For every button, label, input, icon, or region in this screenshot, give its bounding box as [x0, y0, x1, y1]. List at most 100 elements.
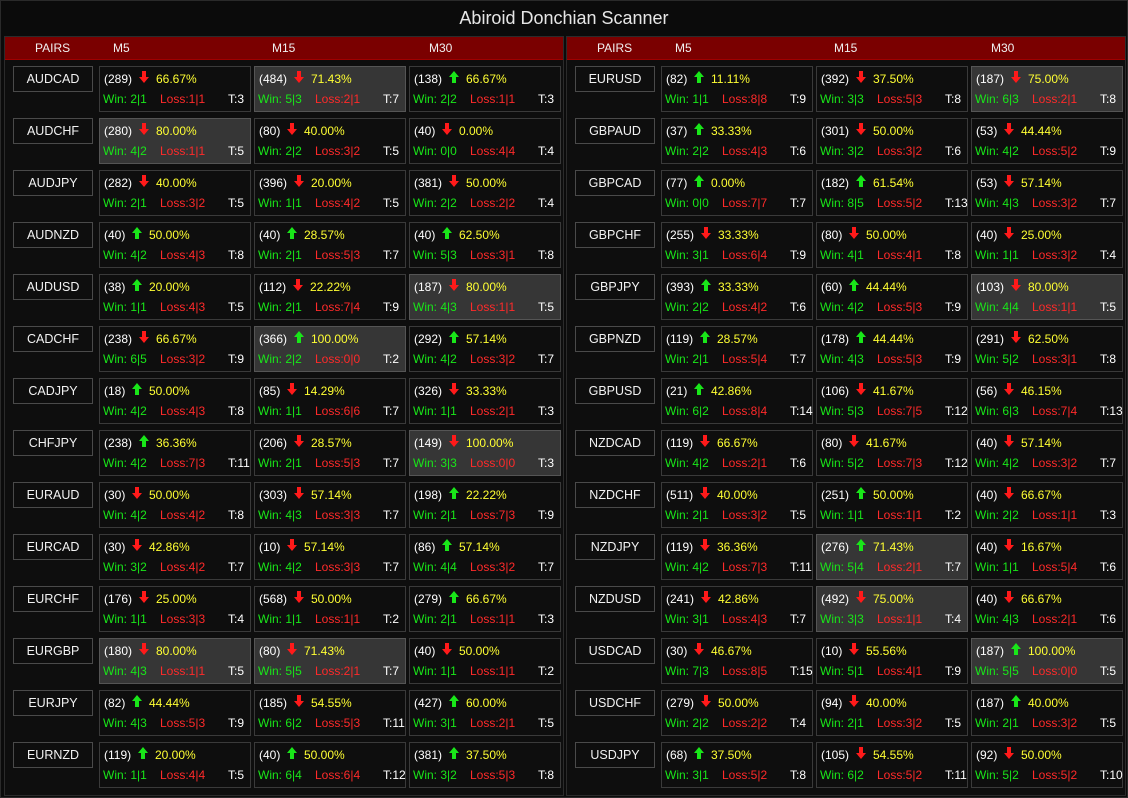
pair-button[interactable]: GBPCAD: [575, 170, 655, 196]
pair-button[interactable]: AUDNZD: [13, 222, 93, 248]
pair-button[interactable]: USDJPY: [575, 742, 655, 768]
timeframe-cell-m5[interactable]: (176) 25.00% Win: 1|1 Loss:3|3 T:4: [99, 586, 251, 632]
pair-button[interactable]: USDCAD: [575, 638, 655, 664]
pair-button[interactable]: CADJPY: [13, 378, 93, 404]
pair-button[interactable]: GBPNZD: [575, 326, 655, 352]
timeframe-cell-m5[interactable]: (238) 36.36% Win: 4|2 Loss:7|3 T:11: [99, 430, 251, 476]
timeframe-cell-m30[interactable]: (40) 57.14% Win: 4|2 Loss:3|2 T:7: [971, 430, 1123, 476]
timeframe-cell-m5[interactable]: (119) 20.00% Win: 1|1 Loss:4|4 T:5: [99, 742, 251, 788]
timeframe-cell-m5[interactable]: (30) 50.00% Win: 4|2 Loss:4|2 T:8: [99, 482, 251, 528]
pair-button[interactable]: EURNZD: [13, 742, 93, 768]
timeframe-cell-m30[interactable]: (103) 80.00% Win: 4|4 Loss:1|1 T:5: [971, 274, 1123, 320]
pair-button[interactable]: AUDCHF: [13, 118, 93, 144]
timeframe-cell-m30[interactable]: (92) 50.00% Win: 5|2 Loss:5|2 T:10: [971, 742, 1123, 788]
timeframe-cell-m15[interactable]: (301) 50.00% Win: 3|2 Loss:3|2 T:6: [816, 118, 968, 164]
timeframe-cell-m15[interactable]: (206) 28.57% Win: 2|1 Loss:5|3 T:7: [254, 430, 406, 476]
pair-button[interactable]: EURUSD: [575, 66, 655, 92]
timeframe-cell-m5[interactable]: (280) 80.00% Win: 4|2 Loss:1|1 T:5: [99, 118, 251, 164]
timeframe-cell-m30[interactable]: (187) 100.00% Win: 5|5 Loss:0|0 T:5: [971, 638, 1123, 684]
timeframe-cell-m30[interactable]: (56) 46.15% Win: 6|3 Loss:7|4 T:13: [971, 378, 1123, 424]
timeframe-cell-m30[interactable]: (149) 100.00% Win: 3|3 Loss:0|0 T:3: [409, 430, 561, 476]
timeframe-cell-m15[interactable]: (185) 54.55% Win: 6|2 Loss:5|3 T:11: [254, 690, 406, 736]
timeframe-cell-m15[interactable]: (60) 44.44% Win: 4|2 Loss:5|3 T:9: [816, 274, 968, 320]
timeframe-cell-m15[interactable]: (94) 40.00% Win: 2|1 Loss:3|2 T:5: [816, 690, 968, 736]
timeframe-cell-m30[interactable]: (53) 57.14% Win: 4|3 Loss:3|2 T:7: [971, 170, 1123, 216]
timeframe-cell-m15[interactable]: (105) 54.55% Win: 6|2 Loss:5|2 T:11: [816, 742, 968, 788]
pair-button[interactable]: AUDUSD: [13, 274, 93, 300]
timeframe-cell-m5[interactable]: (77) 0.00% Win: 0|0 Loss:7|7 T:7: [661, 170, 813, 216]
timeframe-cell-m30[interactable]: (40) 66.67% Win: 2|2 Loss:1|1 T:3: [971, 482, 1123, 528]
pair-button[interactable]: EURGBP: [13, 638, 93, 664]
pair-button[interactable]: NZDUSD: [575, 586, 655, 612]
pair-button[interactable]: CADCHF: [13, 326, 93, 352]
timeframe-cell-m30[interactable]: (53) 44.44% Win: 4|2 Loss:5|2 T:9: [971, 118, 1123, 164]
timeframe-cell-m30[interactable]: (187) 40.00% Win: 2|1 Loss:3|2 T:5: [971, 690, 1123, 736]
timeframe-cell-m30[interactable]: (291) 62.50% Win: 5|2 Loss:3|1 T:8: [971, 326, 1123, 372]
pair-button[interactable]: NZDCHF: [575, 482, 655, 508]
timeframe-cell-m30[interactable]: (187) 75.00% Win: 6|3 Loss:2|1 T:8: [971, 66, 1123, 112]
timeframe-cell-m30[interactable]: (427) 60.00% Win: 3|1 Loss:2|1 T:5: [409, 690, 561, 736]
timeframe-cell-m5[interactable]: (40) 50.00% Win: 4|2 Loss:4|3 T:8: [99, 222, 251, 268]
timeframe-cell-m5[interactable]: (241) 42.86% Win: 3|1 Loss:4|3 T:7: [661, 586, 813, 632]
timeframe-cell-m15[interactable]: (366) 100.00% Win: 2|2 Loss:0|0 T:2: [254, 326, 406, 372]
timeframe-cell-m15[interactable]: (484) 71.43% Win: 5|3 Loss:2|1 T:7: [254, 66, 406, 112]
timeframe-cell-m30[interactable]: (198) 22.22% Win: 2|1 Loss:7|3 T:9: [409, 482, 561, 528]
timeframe-cell-m15[interactable]: (276) 71.43% Win: 5|4 Loss:2|1 T:7: [816, 534, 968, 580]
timeframe-cell-m30[interactable]: (40) 62.50% Win: 5|3 Loss:3|1 T:8: [409, 222, 561, 268]
pair-button[interactable]: AUDJPY: [13, 170, 93, 196]
timeframe-cell-m30[interactable]: (40) 66.67% Win: 4|3 Loss:2|1 T:6: [971, 586, 1123, 632]
timeframe-cell-m5[interactable]: (30) 42.86% Win: 3|2 Loss:4|2 T:7: [99, 534, 251, 580]
timeframe-cell-m5[interactable]: (119) 36.36% Win: 4|2 Loss:7|3 T:11: [661, 534, 813, 580]
timeframe-cell-m15[interactable]: (492) 75.00% Win: 3|3 Loss:1|1 T:4: [816, 586, 968, 632]
timeframe-cell-m5[interactable]: (119) 28.57% Win: 2|1 Loss:5|4 T:7: [661, 326, 813, 372]
timeframe-cell-m5[interactable]: (119) 66.67% Win: 4|2 Loss:2|1 T:6: [661, 430, 813, 476]
pair-button[interactable]: GBPJPY: [575, 274, 655, 300]
timeframe-cell-m15[interactable]: (80) 71.43% Win: 5|5 Loss:2|1 T:7: [254, 638, 406, 684]
pair-button[interactable]: EURJPY: [13, 690, 93, 716]
timeframe-cell-m5[interactable]: (82) 44.44% Win: 4|3 Loss:5|3 T:9: [99, 690, 251, 736]
timeframe-cell-m5[interactable]: (180) 80.00% Win: 4|3 Loss:1|1 T:5: [99, 638, 251, 684]
timeframe-cell-m15[interactable]: (85) 14.29% Win: 1|1 Loss:6|6 T:7: [254, 378, 406, 424]
timeframe-cell-m5[interactable]: (282) 40.00% Win: 2|1 Loss:3|2 T:5: [99, 170, 251, 216]
pair-button[interactable]: AUDCAD: [13, 66, 93, 92]
pair-button[interactable]: NZDCAD: [575, 430, 655, 456]
pair-button[interactable]: CHFJPY: [13, 430, 93, 456]
timeframe-cell-m15[interactable]: (251) 50.00% Win: 1|1 Loss:1|1 T:2: [816, 482, 968, 528]
pair-button[interactable]: EURCAD: [13, 534, 93, 560]
timeframe-cell-m15[interactable]: (80) 41.67% Win: 5|2 Loss:7|3 T:12: [816, 430, 968, 476]
pair-button[interactable]: EURCHF: [13, 586, 93, 612]
timeframe-cell-m15[interactable]: (80) 50.00% Win: 4|1 Loss:4|1 T:8: [816, 222, 968, 268]
timeframe-cell-m5[interactable]: (68) 37.50% Win: 3|1 Loss:5|2 T:8: [661, 742, 813, 788]
timeframe-cell-m5[interactable]: (238) 66.67% Win: 6|5 Loss:3|2 T:9: [99, 326, 251, 372]
timeframe-cell-m15[interactable]: (80) 40.00% Win: 2|2 Loss:3|2 T:5: [254, 118, 406, 164]
timeframe-cell-m5[interactable]: (289) 66.67% Win: 2|1 Loss:1|1 T:3: [99, 66, 251, 112]
timeframe-cell-m5[interactable]: (21) 42.86% Win: 6|2 Loss:8|4 T:14: [661, 378, 813, 424]
timeframe-cell-m15[interactable]: (10) 57.14% Win: 4|2 Loss:3|3 T:7: [254, 534, 406, 580]
pair-button[interactable]: GBPUSD: [575, 378, 655, 404]
timeframe-cell-m30[interactable]: (326) 33.33% Win: 1|1 Loss:2|1 T:3: [409, 378, 561, 424]
timeframe-cell-m15[interactable]: (392) 37.50% Win: 3|3 Loss:5|3 T:8: [816, 66, 968, 112]
timeframe-cell-m15[interactable]: (40) 28.57% Win: 2|1 Loss:5|3 T:7: [254, 222, 406, 268]
timeframe-cell-m30[interactable]: (40) 25.00% Win: 1|1 Loss:3|2 T:4: [971, 222, 1123, 268]
timeframe-cell-m30[interactable]: (86) 57.14% Win: 4|4 Loss:3|2 T:7: [409, 534, 561, 580]
timeframe-cell-m15[interactable]: (303) 57.14% Win: 4|3 Loss:3|3 T:7: [254, 482, 406, 528]
timeframe-cell-m5[interactable]: (82) 11.11% Win: 1|1 Loss:8|8 T:9: [661, 66, 813, 112]
timeframe-cell-m15[interactable]: (178) 44.44% Win: 4|3 Loss:5|3 T:9: [816, 326, 968, 372]
timeframe-cell-m5[interactable]: (37) 33.33% Win: 2|2 Loss:4|3 T:6: [661, 118, 813, 164]
timeframe-cell-m15[interactable]: (396) 20.00% Win: 1|1 Loss:4|2 T:5: [254, 170, 406, 216]
timeframe-cell-m30[interactable]: (381) 37.50% Win: 3|2 Loss:5|3 T:8: [409, 742, 561, 788]
timeframe-cell-m30[interactable]: (279) 66.67% Win: 2|1 Loss:1|1 T:3: [409, 586, 561, 632]
timeframe-cell-m5[interactable]: (279) 50.00% Win: 2|2 Loss:2|2 T:4: [661, 690, 813, 736]
pair-button[interactable]: EURAUD: [13, 482, 93, 508]
timeframe-cell-m15[interactable]: (40) 50.00% Win: 6|4 Loss:6|4 T:12: [254, 742, 406, 788]
timeframe-cell-m30[interactable]: (138) 66.67% Win: 2|2 Loss:1|1 T:3: [409, 66, 561, 112]
pair-button[interactable]: NZDJPY: [575, 534, 655, 560]
timeframe-cell-m15[interactable]: (182) 61.54% Win: 8|5 Loss:5|2 T:13: [816, 170, 968, 216]
timeframe-cell-m30[interactable]: (40) 50.00% Win: 1|1 Loss:1|1 T:2: [409, 638, 561, 684]
pair-button[interactable]: GBPAUD: [575, 118, 655, 144]
timeframe-cell-m30[interactable]: (40) 0.00% Win: 0|0 Loss:4|4 T:4: [409, 118, 561, 164]
timeframe-cell-m5[interactable]: (255) 33.33% Win: 3|1 Loss:6|4 T:9: [661, 222, 813, 268]
timeframe-cell-m15[interactable]: (106) 41.67% Win: 5|3 Loss:7|5 T:12: [816, 378, 968, 424]
timeframe-cell-m15[interactable]: (112) 22.22% Win: 2|1 Loss:7|4 T:9: [254, 274, 406, 320]
timeframe-cell-m5[interactable]: (393) 33.33% Win: 2|2 Loss:4|2 T:6: [661, 274, 813, 320]
